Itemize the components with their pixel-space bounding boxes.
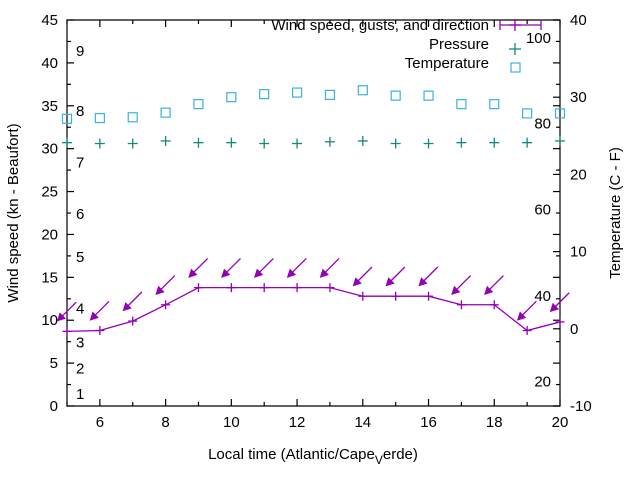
wind-direction-arrow	[516, 300, 537, 321]
x-tick-18: 18	[486, 414, 503, 431]
beaufort-label-9: 9	[76, 43, 84, 60]
x-axis-tick-labels: 6 8 10 12 14 16 18 20	[96, 414, 569, 431]
y-axis-tick-labels: 0 5 10 15 20 25 30 35 40 45	[41, 12, 58, 415]
temperature-point	[61, 113, 73, 124]
y-tick-35: 35	[41, 98, 58, 115]
fahrenheit-label-40: 40	[534, 288, 551, 305]
y2-tick-30: 30	[570, 89, 587, 106]
y-tick-10: 10	[41, 312, 58, 329]
y2-tick-40: 40	[570, 12, 587, 29]
x-axis-title-pre: Local time (Atlantic/Cape	[208, 446, 375, 463]
wind-direction-arrow	[89, 300, 110, 321]
beaufort-label-7: 7	[76, 155, 84, 172]
wind-speed-line	[66, 286, 561, 333]
wind-direction-arrow	[549, 292, 570, 313]
beaufort-label-6: 6	[76, 206, 84, 223]
temperature-point	[259, 89, 270, 100]
temperature-point	[193, 99, 204, 110]
y-tick-40: 40	[41, 55, 58, 72]
x-axis-title: Local time (Atlantic/CapeVerde)	[208, 446, 418, 467]
temperature-point	[127, 112, 138, 123]
wind-direction-arrow	[221, 257, 241, 278]
x-axis-title-subscript: V	[375, 453, 383, 467]
wind-direction-arrows	[56, 257, 570, 322]
temperature-point	[291, 87, 303, 98]
pressure-series	[62, 135, 565, 149]
wind-direction-arrow	[254, 257, 274, 278]
beaufort-scale-labels: 1 2 3 4 5 6 7 8 9	[76, 43, 84, 403]
x-tick-16: 16	[420, 414, 437, 431]
temperature-point	[357, 85, 368, 96]
beaufort-label-8: 8	[76, 103, 84, 120]
y2-axis-title: Temperature (C - F)	[607, 147, 624, 279]
x-tick-6: 6	[96, 414, 104, 431]
axis-ticks	[66, 19, 561, 407]
wind-direction-arrow	[352, 266, 373, 287]
temperature-series	[61, 85, 566, 124]
wind-direction-arrow	[56, 301, 77, 322]
y-axis-title: Wind speed (kn - Beaufort)	[5, 123, 22, 302]
wind-direction-arrow	[385, 266, 406, 287]
x-axis-title-post: erde)	[383, 446, 418, 463]
beaufort-label-5: 5	[76, 249, 84, 266]
y2-axis-tick-labels: -10 0 10 20 30 40	[570, 12, 592, 415]
y-tick-25: 25	[41, 184, 58, 201]
fahrenheit-label-100: 100	[526, 30, 551, 47]
legend-swatch-wind	[499, 19, 542, 31]
y2-tick-0: 0	[570, 321, 578, 338]
beaufort-label-3: 3	[76, 335, 84, 352]
y-tick-45: 45	[41, 12, 58, 29]
x-tick-10: 10	[223, 414, 240, 431]
legend-label-wind: Wind speed, gusts, and direction	[271, 17, 489, 34]
temperature-point	[94, 112, 105, 124]
y2-tick-20: 20	[570, 166, 587, 183]
beaufort-label-4: 4	[76, 300, 84, 317]
chart-legend: Wind speed, gusts, and direction Pressur…	[271, 17, 542, 73]
wind-direction-arrow	[451, 275, 472, 295]
x-tick-12: 12	[289, 414, 306, 431]
beaufort-label-2: 2	[76, 360, 84, 377]
temperature-point	[456, 99, 467, 110]
legend-label-temperature: Temperature	[405, 55, 489, 72]
wind-direction-arrow	[122, 291, 143, 312]
legend-swatch-temperature	[510, 62, 521, 73]
wind-direction-arrow	[484, 275, 504, 295]
temperature-point	[423, 90, 434, 101]
legend-swatch-pressure	[509, 43, 521, 55]
temperature-point	[324, 89, 336, 100]
wind-direction-arrow	[319, 257, 340, 278]
y-tick-5: 5	[50, 355, 58, 372]
temperature-point	[522, 108, 533, 119]
fahrenheit-label-60: 60	[534, 201, 551, 218]
temperature-point	[554, 108, 566, 119]
wind-direction-arrow	[155, 275, 176, 295]
y-tick-15: 15	[41, 269, 58, 286]
wind-direction-arrow	[286, 257, 307, 278]
fahrenheit-label-20: 20	[534, 374, 551, 391]
fahrenheit-scale-labels: 20 40 60 80 100	[526, 30, 551, 391]
temperature-point	[489, 99, 500, 110]
x-tick-20: 20	[552, 414, 569, 431]
y-tick-0: 0	[50, 398, 58, 415]
beaufort-label-1: 1	[76, 386, 84, 403]
wind-direction-arrow	[418, 266, 439, 287]
wind-speed-series	[62, 283, 565, 336]
temperature-point	[226, 92, 237, 103]
y-tick-30: 30	[41, 141, 58, 158]
y2-tick--10: -10	[570, 398, 592, 415]
temperature-point	[390, 90, 401, 101]
y-tick-20: 20	[41, 226, 58, 243]
wind-direction-arrow	[188, 257, 209, 278]
y2-tick-10: 10	[570, 244, 587, 261]
legend-label-pressure: Pressure	[429, 36, 489, 53]
x-tick-8: 8	[161, 414, 169, 431]
fahrenheit-label-80: 80	[534, 116, 551, 133]
x-tick-14: 14	[354, 414, 371, 431]
temperature-point	[160, 107, 171, 118]
